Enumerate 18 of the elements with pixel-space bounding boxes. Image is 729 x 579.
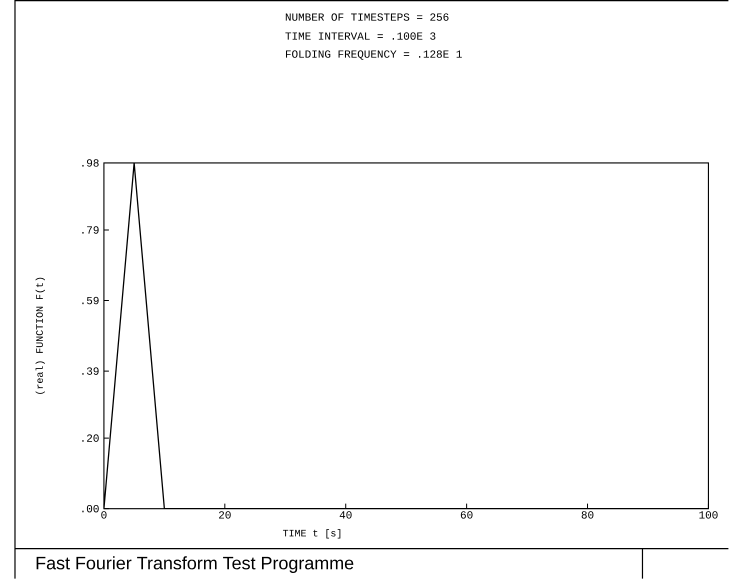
- x-tick-label: 20: [219, 511, 231, 519]
- x-axis-title: TIME t [s]: [282, 529, 340, 538]
- text: Fast Fourier Transform Test Programme: [36, 556, 354, 573]
- text: NUMBER OF TIMESTEPS = 256: [286, 13, 449, 21]
- y-tick-label: .59: [82, 296, 99, 304]
- x-tick-label: 100: [699, 511, 718, 519]
- y-tick-label: .20: [82, 434, 99, 442]
- text: TIME INTERVAL = .100E 3: [285, 32, 436, 40]
- x-tick-label: 0: [101, 511, 107, 519]
- x-tick-label: 40: [340, 511, 352, 519]
- text: FOLDING FREQUENCY = .128E 1: [286, 50, 462, 60]
- x-tick-label: 60: [460, 511, 473, 519]
- y-tick-label: .98: [82, 159, 99, 167]
- y-axis-title: (real) FUNCTION F(t): [36, 278, 45, 394]
- y-tick-label: .39: [82, 367, 99, 375]
- y-tick-label: .79: [82, 226, 99, 234]
- y-tick-label: .00: [82, 504, 99, 512]
- x-tick-label: 80: [582, 511, 594, 519]
